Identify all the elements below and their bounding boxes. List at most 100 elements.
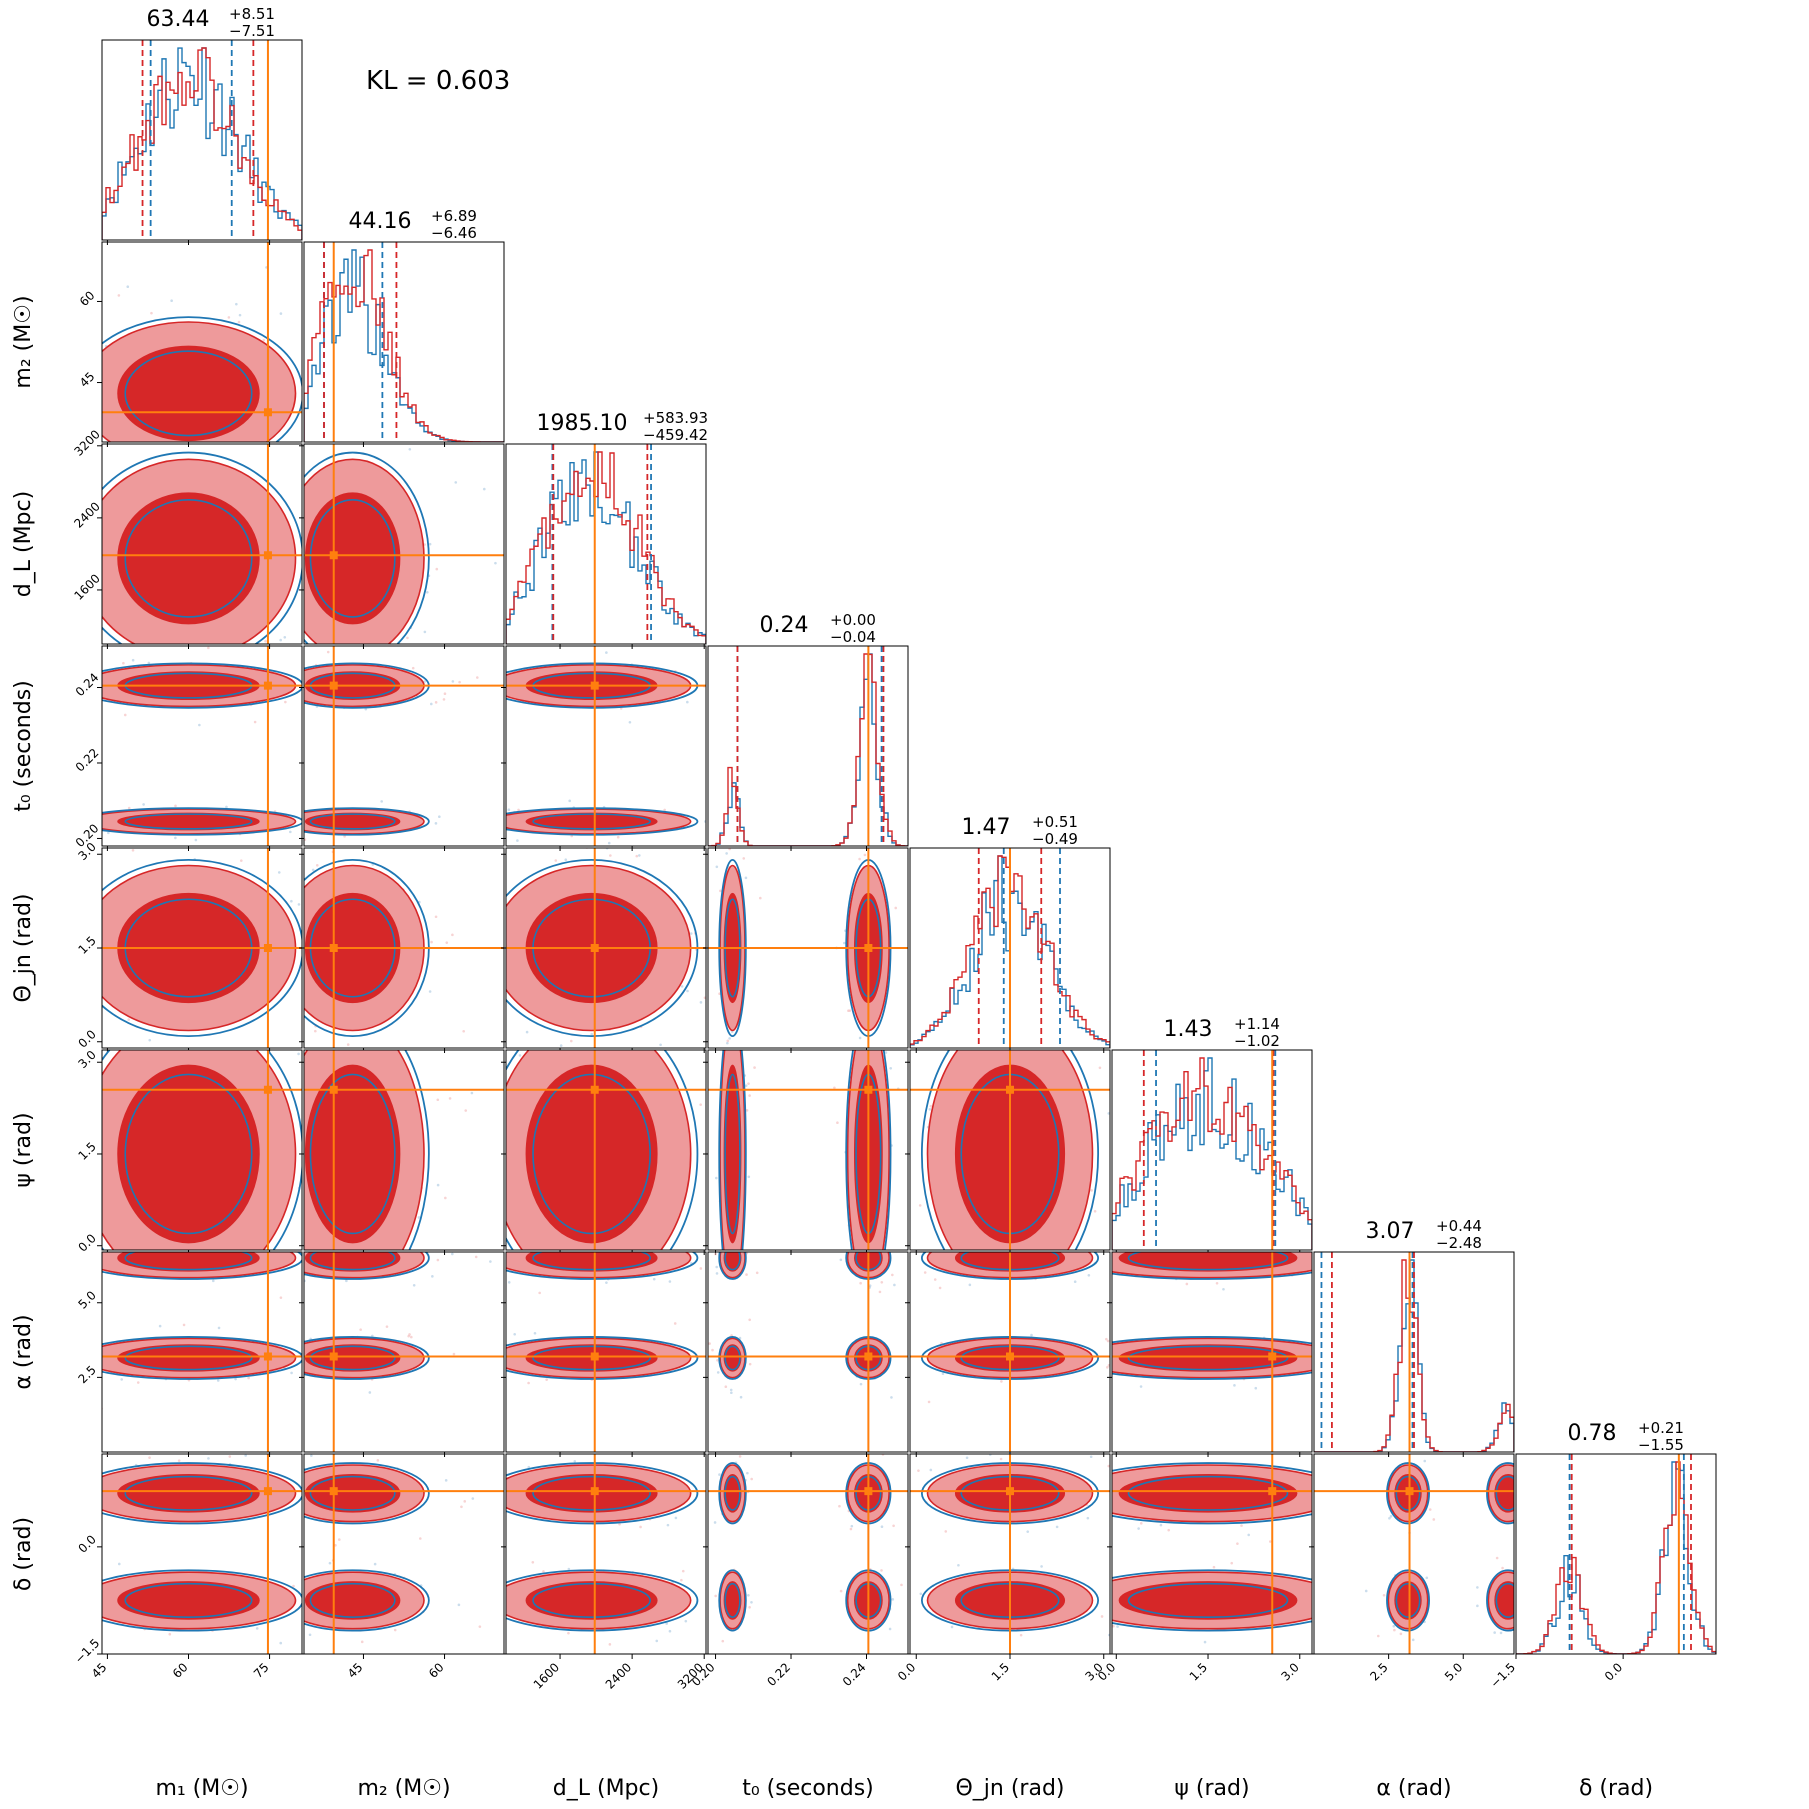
scatter-point bbox=[434, 915, 438, 919]
scatter-point bbox=[659, 1043, 662, 1047]
x-tick-label-psi: 1.5 bbox=[1187, 1660, 1210, 1683]
scatter-point bbox=[1499, 1631, 1503, 1635]
scatter-point bbox=[633, 1292, 636, 1295]
scatter-point bbox=[86, 1255, 89, 1258]
scatter-point bbox=[345, 1279, 348, 1283]
panel-frame bbox=[101, 39, 303, 241]
scatter-point bbox=[1115, 1385, 1118, 1388]
y-axis-label-dL: d_L (Mpc) bbox=[11, 491, 36, 597]
truth-marker bbox=[263, 944, 272, 952]
scatter-point bbox=[892, 1524, 895, 1528]
panel-content bbox=[708, 1454, 908, 1654]
scatter-point bbox=[719, 889, 722, 893]
scatter-point bbox=[698, 1318, 701, 1321]
scatter-point bbox=[1165, 1241, 1168, 1244]
blob-dL-psi-0-0-blue-inner bbox=[532, 1073, 651, 1235]
scatter-point bbox=[884, 1051, 888, 1054]
blob-m1-alpha-0-1-blue-outer bbox=[102, 1252, 302, 1280]
x-tick-label-m1: 75 bbox=[251, 1660, 272, 1681]
scatter-point bbox=[713, 1521, 717, 1524]
scatter-point bbox=[639, 1525, 642, 1529]
scatter-point bbox=[1516, 1576, 1519, 1579]
scatter-point bbox=[1086, 1516, 1090, 1520]
y-axis-label-m2: m₂ (M☉) bbox=[11, 295, 36, 388]
scatter-point bbox=[419, 1537, 422, 1540]
scatter-point bbox=[1073, 1280, 1077, 1284]
x-tick-label-m2: 45 bbox=[345, 1660, 366, 1681]
scatter-point bbox=[904, 1063, 907, 1066]
scatter-point bbox=[406, 636, 409, 640]
scatter-point bbox=[73, 941, 76, 944]
scatter-point bbox=[286, 1239, 289, 1242]
scatter-point bbox=[1399, 1632, 1403, 1636]
scatter-point bbox=[123, 713, 127, 717]
scatter-point bbox=[715, 1275, 718, 1278]
panel-content bbox=[304, 836, 504, 1048]
scatter-point bbox=[744, 1084, 748, 1087]
scatter-point bbox=[1100, 1615, 1104, 1618]
scatter-point bbox=[1069, 974, 1072, 977]
blob-m2-dL-0-0-blue-outer bbox=[304, 451, 430, 644]
scatter-point bbox=[1337, 1345, 1340, 1348]
scatter-point bbox=[39, 1619, 42, 1622]
blob-m1-theta-0-0-blue-outer bbox=[102, 859, 302, 1037]
scatter-point bbox=[1116, 1625, 1119, 1628]
scatter-point bbox=[480, 1261, 483, 1264]
panel-psi-vs-m1: 0.0 1.5 3.0 bbox=[75, 1034, 303, 1255]
scatter-point bbox=[476, 1103, 479, 1106]
scatter-point bbox=[860, 1379, 863, 1382]
scatter-point bbox=[98, 813, 101, 816]
y-tick-label-dL: 2400 bbox=[71, 499, 102, 530]
scatter-point bbox=[1106, 1602, 1109, 1605]
scatter-point bbox=[927, 1400, 931, 1404]
scatter-point bbox=[1525, 1633, 1528, 1636]
y-tick-label-psi: 3.0 bbox=[75, 1048, 98, 1071]
scatter-point bbox=[279, 638, 282, 642]
scatter-point bbox=[965, 1456, 969, 1460]
blob-psi-alpha-0-0-blue-inner bbox=[1127, 1345, 1289, 1371]
scatter-point bbox=[573, 1459, 577, 1463]
scatter-point bbox=[426, 590, 429, 594]
blob-m2-delta-0-0-inner bbox=[304, 1473, 401, 1513]
scatter-point bbox=[708, 1342, 711, 1345]
scatter-point bbox=[474, 1255, 478, 1259]
scatter-point bbox=[756, 1512, 759, 1515]
scatter-point bbox=[731, 1300, 734, 1303]
panel-content bbox=[1106, 1454, 1312, 1654]
scatter-point bbox=[1520, 1494, 1523, 1497]
scatter-point bbox=[1425, 1576, 1429, 1580]
scatter-point bbox=[743, 1029, 746, 1032]
scatter-point bbox=[95, 1073, 98, 1076]
scatter-point bbox=[476, 1263, 479, 1266]
scatter-point bbox=[82, 871, 85, 874]
scatter-point bbox=[380, 419, 383, 422]
blob-t0-delta-1-1-inner bbox=[723, 1581, 742, 1620]
blob-m2-t0-0-1-blue-outer bbox=[304, 807, 430, 836]
panel-alpha-vs-m1: 2.5 5.0 bbox=[75, 1251, 303, 1457]
scatter-point bbox=[280, 1036, 283, 1039]
scatter-point bbox=[451, 933, 454, 937]
y-tick-label-m2: 45 bbox=[77, 369, 98, 390]
scatter-point bbox=[460, 1505, 463, 1509]
scatter-point bbox=[239, 859, 243, 862]
panel-frame bbox=[101, 1049, 303, 1251]
y-tick-label-alpha: 2.5 bbox=[75, 1363, 98, 1386]
scatter-point bbox=[494, 561, 497, 565]
scatter-point bbox=[567, 1631, 570, 1635]
scatter-point bbox=[428, 542, 432, 546]
scatter-point bbox=[1105, 1253, 1108, 1256]
scatter-point bbox=[58, 601, 61, 604]
scatter-point bbox=[262, 1034, 265, 1037]
scatter-point bbox=[567, 1567, 571, 1571]
panel-content bbox=[506, 646, 706, 846]
scatter-point bbox=[1392, 1624, 1396, 1628]
scatter-point bbox=[148, 1456, 151, 1459]
scatter-point bbox=[399, 836, 402, 839]
scatter-point bbox=[740, 1290, 743, 1293]
scatter-point bbox=[283, 635, 287, 639]
blob-dL-delta-0-1-blue-outer bbox=[506, 1569, 699, 1632]
scatter-point bbox=[479, 1480, 482, 1483]
panel-frame bbox=[505, 645, 707, 847]
scatter-point bbox=[753, 1066, 756, 1069]
scatter-point bbox=[91, 1252, 94, 1255]
